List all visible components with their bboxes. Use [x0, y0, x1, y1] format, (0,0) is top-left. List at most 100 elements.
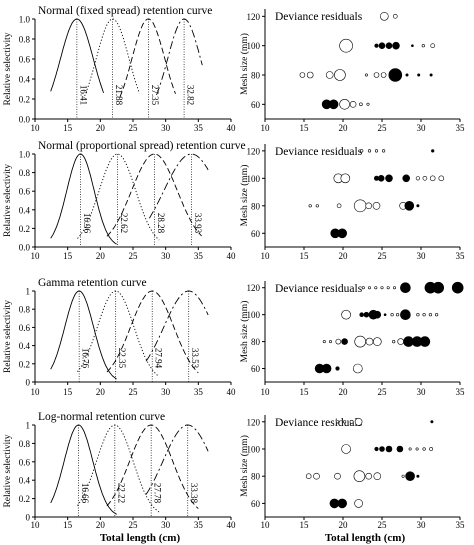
negative-residual-point [405, 73, 409, 77]
y-tick-label: 100 [247, 174, 261, 184]
positive-residual-point [334, 472, 341, 480]
x-tick-label: 10 [31, 251, 41, 261]
x-tick-label: 25 [378, 387, 388, 397]
positive-residual-point [339, 38, 353, 53]
retention-curve-dashdot [156, 18, 203, 96]
negative-residual-point [416, 204, 420, 208]
negative-residual-point [379, 446, 385, 452]
negative-residual-point [374, 446, 379, 452]
residual-panel-3: Deviance residuals 60 80 100 120 10 15 20 25 30 35… [239, 281, 465, 397]
residual-panel-title: Deviance residuals [275, 417, 363, 429]
x-tick-label: 25 [378, 123, 388, 133]
positive-residual-point [364, 73, 368, 77]
positive-residual-point [415, 447, 419, 451]
peak-length-label: 16.66 [80, 483, 90, 504]
peak-length-label: 16.76 [81, 348, 91, 369]
positive-residual-point [299, 72, 306, 78]
y-axis-label: Mesh size (mm) [239, 301, 250, 363]
y-tick-label: 0.2 [19, 494, 30, 504]
positive-residual-point [408, 447, 412, 451]
negative-residual-point [402, 174, 411, 183]
y-tick-label: 0.6 [19, 187, 31, 197]
y-tick-label: 0.8 [19, 305, 31, 315]
peak-length-label: 33.53 [190, 348, 200, 369]
x-tick-label: 25 [129, 387, 139, 397]
negative-residual-point [400, 309, 411, 321]
positive-residual-point [390, 313, 394, 317]
positive-residual-point [354, 499, 363, 508]
negative-residual-point [373, 310, 382, 319]
y-tick-label: 1.0 [19, 15, 31, 25]
x-tick-label: 15 [300, 123, 310, 133]
negative-residual-point [451, 281, 464, 294]
x-tick-label: 20 [339, 520, 349, 530]
y-axis-label: Relative selectivity [3, 300, 13, 373]
y-tick-label: 120 [247, 417, 261, 427]
y-tick-label: 0.8 [19, 35, 31, 45]
x-tick-label: 25 [129, 123, 139, 133]
positive-residual-point [308, 204, 312, 208]
peak-length-label: 22.62 [119, 213, 129, 233]
x-tick-label: 15 [63, 520, 73, 530]
negative-residual-point [404, 201, 415, 211]
x-tick-label: 20 [339, 251, 349, 261]
positive-residual-point [349, 419, 354, 424]
positive-residual-point [382, 149, 386, 153]
negative-residual-point [419, 336, 431, 347]
y-tick-label: 0.2 [19, 224, 30, 234]
retention-curve-dashdot [148, 153, 209, 219]
y-tick-label: 0.4 [19, 205, 31, 215]
negative-residual-point [359, 312, 365, 318]
positive-residual-point [416, 313, 420, 317]
x-tick-label: 15 [300, 251, 310, 261]
y-axis-label: Relative selectivity [3, 434, 13, 507]
positive-residual-point [328, 340, 332, 344]
positive-residual-point [373, 72, 380, 78]
y-tick-label: 0.8 [19, 439, 31, 449]
positive-residual-point [341, 444, 351, 454]
y-tick-label: 0.6 [19, 457, 31, 467]
y-tick-label: 1 [26, 287, 31, 297]
positive-residual-point [422, 447, 426, 451]
y-tick-label: 100 [247, 310, 261, 320]
x-tick-label: 25 [378, 520, 388, 530]
positive-residual-point [366, 102, 370, 106]
residual-panel-title: Deviance residuals [275, 283, 363, 295]
x-tick-label: 35 [194, 123, 204, 133]
peak-length-label: 22.35 [117, 348, 127, 369]
retention-curve-dashed [106, 153, 202, 237]
positive-residual-point [397, 338, 405, 345]
positive-residual-point [365, 472, 373, 480]
y-tick-label: 0.0 [19, 115, 31, 125]
peak-length-label: 27.78 [153, 483, 163, 504]
negative-residual-point [335, 366, 340, 371]
positive-residual-point [325, 71, 334, 79]
x-tick-label: 10 [261, 251, 271, 261]
positive-residual-point [374, 286, 378, 290]
positive-residual-point [374, 149, 379, 153]
x-tick-label: 40 [227, 520, 237, 530]
x-tick-label: 20 [96, 520, 106, 530]
negative-residual-point [432, 281, 445, 294]
x-tick-label: 30 [161, 123, 171, 133]
positive-residual-point [313, 472, 320, 480]
y-tick-label: 0.4 [19, 341, 31, 351]
peak-length-label: 32.82 [186, 85, 196, 105]
x-tick-label: 15 [300, 387, 310, 397]
positive-residual-point [361, 286, 365, 290]
peak-length-label: 27.35 [150, 85, 160, 106]
y-tick-label: 0.2 [19, 359, 30, 369]
residual-panel-2: Deviance residuals 60 80 100 120 10 15 20 25 30 35… [239, 144, 465, 261]
negative-residual-point [405, 471, 415, 482]
positive-residual-point [360, 149, 364, 153]
negative-residual-point [430, 420, 434, 424]
x-tick-label: 15 [300, 520, 310, 530]
negative-residual-point [385, 174, 393, 183]
y-tick-label: 120 [247, 12, 261, 22]
x-tick-label: 40 [227, 387, 237, 397]
negative-residual-point [431, 149, 435, 153]
x-tick-label: 25 [378, 251, 388, 261]
positive-residual-point [396, 313, 400, 317]
x-tick-label: 30 [417, 387, 427, 397]
retention-curve-dotted [77, 153, 160, 241]
